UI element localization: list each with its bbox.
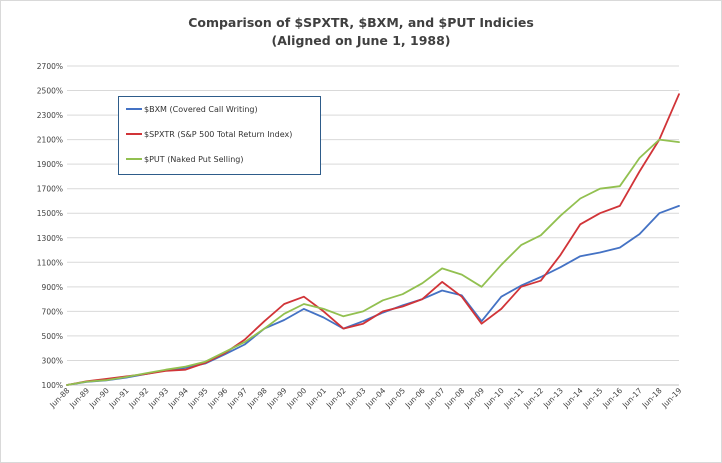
legend-label-bxm: $BXM (Covered Call Writing) [144,104,258,114]
y-tick-label: 700% [42,307,63,316]
y-tick-label: 2700% [37,62,63,71]
y-tick-label: 2100% [37,136,63,145]
y-tick-label: 2300% [37,111,63,120]
legend-label-spxtr: $SPXTR (S&P 500 Total Return Index) [144,129,293,139]
legend-entry-bxm: $BXM (Covered Call Writing) [126,103,258,115]
series-line-1 [66,93,680,386]
x-tick-label: Jun-19 [659,386,683,410]
x-tick-label: Jun-02 [324,386,348,410]
x-tick-label: Jun-14 [561,386,585,410]
y-tick-label: 2500% [37,87,63,96]
legend-entry-put: $PUT (Naked Put Selling) [126,153,243,165]
x-tick-label: Jun-08 [442,386,466,410]
chart-title-line: Comparison of $SPXTR, $BXM, and $PUT Ind… [188,15,534,30]
x-tick-label: Jun-09 [462,386,486,410]
x-tick-label: Jun-07 [422,386,446,410]
x-tick-label: Jun-10 [482,386,506,410]
x-tick-label: Jun-13 [541,386,565,410]
x-tick-label: Jun-06 [403,386,427,410]
legend-entry-spxtr: $SPXTR (S&P 500 Total Return Index) [126,128,292,140]
x-tick-label: Jun-01 [304,386,328,410]
legend-label-put: $PUT (Naked Put Selling) [144,154,244,164]
x-tick-label: Jun-98 [245,386,269,410]
x-tick-label: Jun-16 [600,386,624,410]
x-tick-label: Jun-12 [521,386,545,410]
y-tick-label: 500% [42,332,63,341]
y-tick-label: 100% [42,381,63,390]
x-tick-label: Jun-15 [580,386,604,410]
x-tick-label: Jun-96 [205,386,229,410]
y-tick-label: 1300% [37,234,63,243]
x-tick-label: Jun-97 [225,386,249,410]
x-tick-label: Jun-90 [87,386,111,410]
y-tick-label: 1700% [37,185,63,194]
series-line-0 [66,204,680,386]
series-line-2 [66,138,680,386]
legend: $BXM (Covered Call Writing) $SPXTR (S&P … [118,96,321,175]
x-tick-label: Jun-92 [126,386,150,410]
x-tick-label: Jun-05 [383,386,407,410]
y-tick-label: 1900% [37,160,63,169]
x-tick-label: Jun-94 [166,386,190,410]
x-tick-label: Jun-03 [344,386,368,410]
y-tick-label: 1100% [37,258,63,267]
legend-swatch-bxm [126,108,142,110]
chart-title: Comparison of $SPXTR, $BXM, and $PUT Ind… [0,14,722,50]
x-tick-label: Jun-99 [265,386,289,410]
legend-swatch-spxtr [126,133,142,135]
x-tick-label: Jun-17 [620,386,644,410]
x-tick-label: Jun-04 [363,386,387,410]
chart-subtitle-line: (Aligned on June 1, 1988) [271,33,451,48]
x-tick-label: Jun-00 [284,386,308,410]
legend-swatch-put [126,158,142,160]
x-tick-label: Jun-91 [107,386,131,410]
y-tick-label: 900% [42,283,63,292]
x-tick-label: Jun-18 [640,386,664,410]
x-tick-label: Jun-11 [501,386,525,410]
x-tick-label: Jun-93 [146,386,170,410]
y-tick-label: 300% [42,356,63,365]
x-tick-label: Jun-95 [186,386,210,410]
y-tick-label: 1500% [37,209,63,218]
x-tick-label: Jun-89 [67,386,91,410]
